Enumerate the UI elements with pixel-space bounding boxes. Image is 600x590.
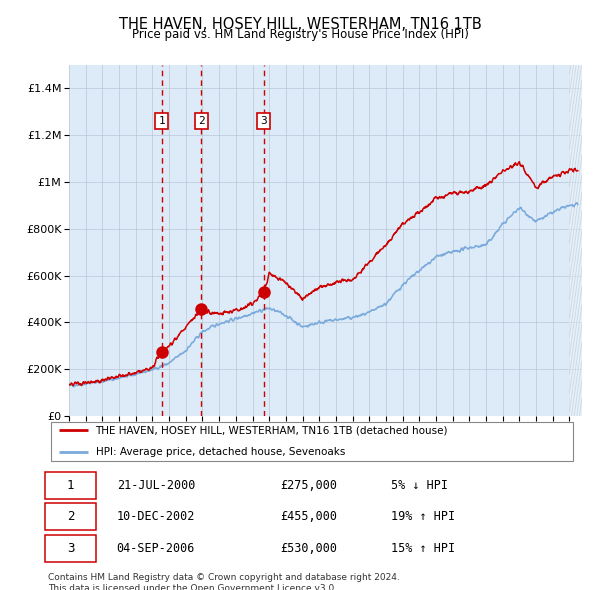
Text: £530,000: £530,000 [280, 542, 337, 555]
Text: 04-SEP-2006: 04-SEP-2006 [116, 542, 195, 555]
FancyBboxPatch shape [50, 422, 574, 461]
Text: 1: 1 [67, 478, 74, 491]
Text: Contains HM Land Registry data © Crown copyright and database right 2024.: Contains HM Land Registry data © Crown c… [48, 573, 400, 582]
Text: HPI: Average price, detached house, Sevenoaks: HPI: Average price, detached house, Seve… [95, 447, 345, 457]
Text: THE HAVEN, HOSEY HILL, WESTERHAM, TN16 1TB: THE HAVEN, HOSEY HILL, WESTERHAM, TN16 1… [119, 17, 481, 31]
Text: This data is licensed under the Open Government Licence v3.0.: This data is licensed under the Open Gov… [48, 584, 337, 590]
Text: 10-DEC-2002: 10-DEC-2002 [116, 510, 195, 523]
Text: 2: 2 [198, 116, 205, 126]
Text: £275,000: £275,000 [280, 478, 337, 491]
Text: 3: 3 [67, 542, 74, 555]
Text: 5% ↓ HPI: 5% ↓ HPI [391, 478, 448, 491]
FancyBboxPatch shape [46, 503, 95, 530]
Text: THE HAVEN, HOSEY HILL, WESTERHAM, TN16 1TB (detached house): THE HAVEN, HOSEY HILL, WESTERHAM, TN16 1… [95, 426, 448, 436]
Text: Price paid vs. HM Land Registry's House Price Index (HPI): Price paid vs. HM Land Registry's House … [131, 28, 469, 41]
Text: 19% ↑ HPI: 19% ↑ HPI [391, 510, 455, 523]
Text: £455,000: £455,000 [280, 510, 337, 523]
Text: 2: 2 [67, 510, 74, 523]
FancyBboxPatch shape [46, 472, 95, 499]
Text: 3: 3 [260, 116, 267, 126]
Text: 1: 1 [158, 116, 165, 126]
Text: 15% ↑ HPI: 15% ↑ HPI [391, 542, 455, 555]
Text: 21-JUL-2000: 21-JUL-2000 [116, 478, 195, 491]
FancyBboxPatch shape [46, 535, 95, 562]
